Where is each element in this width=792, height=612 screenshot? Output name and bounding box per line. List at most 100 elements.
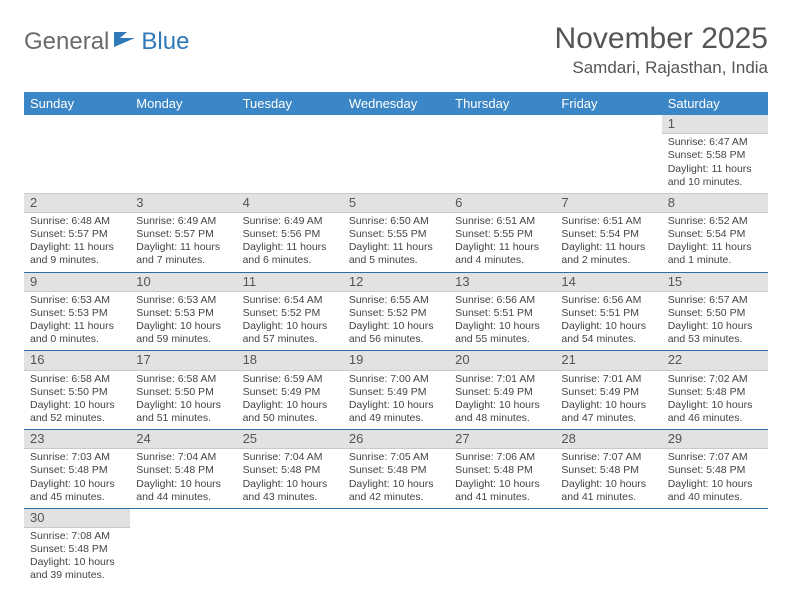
calendar-empty bbox=[449, 508, 555, 586]
calendar-day: 16Sunrise: 6:58 AMSunset: 5:50 PMDayligh… bbox=[24, 351, 130, 430]
day-body: Sunrise: 7:01 AMSunset: 5:49 PMDaylight:… bbox=[449, 371, 555, 430]
day-number: 14 bbox=[555, 273, 661, 292]
day-line-d2: and 53 minutes. bbox=[668, 333, 762, 346]
day-body: Sunrise: 7:01 AMSunset: 5:49 PMDaylight:… bbox=[555, 371, 661, 430]
calendar-day: 11Sunrise: 6:54 AMSunset: 5:52 PMDayligh… bbox=[237, 272, 343, 351]
day-body: Sunrise: 6:53 AMSunset: 5:53 PMDaylight:… bbox=[130, 292, 236, 351]
calendar-day: 7Sunrise: 6:51 AMSunset: 5:54 PMDaylight… bbox=[555, 193, 661, 272]
day-line-d1: Daylight: 11 hours bbox=[30, 320, 124, 333]
day-line-ss: Sunset: 5:48 PM bbox=[668, 386, 762, 399]
day-line-d1: Daylight: 11 hours bbox=[561, 241, 655, 254]
day-line-d2: and 0 minutes. bbox=[30, 333, 124, 346]
day-number: 16 bbox=[24, 351, 130, 370]
day-line-sr: Sunrise: 7:08 AM bbox=[30, 530, 124, 543]
day-line-ss: Sunset: 5:49 PM bbox=[561, 386, 655, 399]
day-line-sr: Sunrise: 6:56 AM bbox=[561, 294, 655, 307]
day-line-ss: Sunset: 5:48 PM bbox=[561, 464, 655, 477]
day-line-d2: and 41 minutes. bbox=[561, 491, 655, 504]
day-number: 22 bbox=[662, 351, 768, 370]
day-line-sr: Sunrise: 7:07 AM bbox=[561, 451, 655, 464]
calendar-empty bbox=[24, 115, 130, 193]
day-line-d2: and 9 minutes. bbox=[30, 254, 124, 267]
day-line-ss: Sunset: 5:48 PM bbox=[30, 543, 124, 556]
day-line-d2: and 10 minutes. bbox=[668, 176, 762, 189]
day-line-sr: Sunrise: 7:02 AM bbox=[668, 373, 762, 386]
day-line-d1: Daylight: 10 hours bbox=[455, 478, 549, 491]
day-line-ss: Sunset: 5:48 PM bbox=[30, 464, 124, 477]
day-line-ss: Sunset: 5:49 PM bbox=[455, 386, 549, 399]
day-line-d2: and 50 minutes. bbox=[243, 412, 337, 425]
day-line-d1: Daylight: 10 hours bbox=[243, 320, 337, 333]
day-number: 26 bbox=[343, 430, 449, 449]
day-body: Sunrise: 6:51 AMSunset: 5:54 PMDaylight:… bbox=[555, 213, 661, 272]
day-line-d2: and 4 minutes. bbox=[455, 254, 549, 267]
day-line-sr: Sunrise: 6:52 AM bbox=[668, 215, 762, 228]
day-number: 12 bbox=[343, 273, 449, 292]
weekday-header: Tuesday bbox=[237, 92, 343, 115]
calendar-empty bbox=[237, 508, 343, 586]
day-body: Sunrise: 7:03 AMSunset: 5:48 PMDaylight:… bbox=[24, 449, 130, 508]
day-line-d1: Daylight: 10 hours bbox=[243, 478, 337, 491]
day-line-d2: and 49 minutes. bbox=[349, 412, 443, 425]
calendar-day: 3Sunrise: 6:49 AMSunset: 5:57 PMDaylight… bbox=[130, 193, 236, 272]
day-line-sr: Sunrise: 6:49 AM bbox=[243, 215, 337, 228]
day-body: Sunrise: 7:00 AMSunset: 5:49 PMDaylight:… bbox=[343, 371, 449, 430]
day-line-sr: Sunrise: 6:59 AM bbox=[243, 373, 337, 386]
day-number: 15 bbox=[662, 273, 768, 292]
day-line-d1: Daylight: 11 hours bbox=[136, 241, 230, 254]
day-line-ss: Sunset: 5:48 PM bbox=[349, 464, 443, 477]
day-number: 29 bbox=[662, 430, 768, 449]
day-line-d2: and 7 minutes. bbox=[136, 254, 230, 267]
day-body: Sunrise: 6:50 AMSunset: 5:55 PMDaylight:… bbox=[343, 213, 449, 272]
day-line-d2: and 39 minutes. bbox=[30, 569, 124, 582]
calendar-day: 10Sunrise: 6:53 AMSunset: 5:53 PMDayligh… bbox=[130, 272, 236, 351]
day-line-d1: Daylight: 11 hours bbox=[30, 241, 124, 254]
day-body: Sunrise: 7:02 AMSunset: 5:48 PMDaylight:… bbox=[662, 371, 768, 430]
day-line-sr: Sunrise: 7:01 AM bbox=[455, 373, 549, 386]
day-line-ss: Sunset: 5:50 PM bbox=[136, 386, 230, 399]
calendar-empty bbox=[130, 115, 236, 193]
calendar-row: 30Sunrise: 7:08 AMSunset: 5:48 PMDayligh… bbox=[24, 508, 768, 586]
day-line-ss: Sunset: 5:57 PM bbox=[30, 228, 124, 241]
day-body: Sunrise: 7:08 AMSunset: 5:48 PMDaylight:… bbox=[24, 528, 130, 587]
day-line-sr: Sunrise: 6:56 AM bbox=[455, 294, 549, 307]
day-line-d2: and 44 minutes. bbox=[136, 491, 230, 504]
flag-icon bbox=[113, 31, 139, 49]
day-body: Sunrise: 7:04 AMSunset: 5:48 PMDaylight:… bbox=[130, 449, 236, 508]
day-line-sr: Sunrise: 6:48 AM bbox=[30, 215, 124, 228]
calendar-row: 16Sunrise: 6:58 AMSunset: 5:50 PMDayligh… bbox=[24, 351, 768, 430]
day-line-d1: Daylight: 10 hours bbox=[30, 556, 124, 569]
day-number: 23 bbox=[24, 430, 130, 449]
day-number: 25 bbox=[237, 430, 343, 449]
day-line-d1: Daylight: 11 hours bbox=[349, 241, 443, 254]
calendar-day: 8Sunrise: 6:52 AMSunset: 5:54 PMDaylight… bbox=[662, 193, 768, 272]
weekday-header: Thursday bbox=[449, 92, 555, 115]
day-number: 3 bbox=[130, 194, 236, 213]
day-line-d1: Daylight: 10 hours bbox=[455, 320, 549, 333]
calendar-day: 15Sunrise: 6:57 AMSunset: 5:50 PMDayligh… bbox=[662, 272, 768, 351]
day-line-ss: Sunset: 5:52 PM bbox=[243, 307, 337, 320]
day-line-sr: Sunrise: 6:53 AM bbox=[30, 294, 124, 307]
day-line-d1: Daylight: 11 hours bbox=[243, 241, 337, 254]
day-body: Sunrise: 6:47 AMSunset: 5:58 PMDaylight:… bbox=[662, 134, 768, 193]
day-line-sr: Sunrise: 6:51 AM bbox=[455, 215, 549, 228]
calendar-day: 1Sunrise: 6:47 AMSunset: 5:58 PMDaylight… bbox=[662, 115, 768, 193]
day-body: Sunrise: 7:04 AMSunset: 5:48 PMDaylight:… bbox=[237, 449, 343, 508]
day-line-d2: and 57 minutes. bbox=[243, 333, 337, 346]
day-line-d2: and 56 minutes. bbox=[349, 333, 443, 346]
day-body: Sunrise: 6:53 AMSunset: 5:53 PMDaylight:… bbox=[24, 292, 130, 351]
day-line-sr: Sunrise: 7:07 AM bbox=[668, 451, 762, 464]
calendar-day: 13Sunrise: 6:56 AMSunset: 5:51 PMDayligh… bbox=[449, 272, 555, 351]
day-body: Sunrise: 6:57 AMSunset: 5:50 PMDaylight:… bbox=[662, 292, 768, 351]
day-body: Sunrise: 7:06 AMSunset: 5:48 PMDaylight:… bbox=[449, 449, 555, 508]
calendar-empty bbox=[449, 115, 555, 193]
day-body: Sunrise: 6:58 AMSunset: 5:50 PMDaylight:… bbox=[24, 371, 130, 430]
day-line-d1: Daylight: 10 hours bbox=[349, 478, 443, 491]
day-line-sr: Sunrise: 6:58 AM bbox=[30, 373, 124, 386]
day-line-d1: Daylight: 10 hours bbox=[668, 478, 762, 491]
day-line-sr: Sunrise: 7:05 AM bbox=[349, 451, 443, 464]
day-number: 20 bbox=[449, 351, 555, 370]
calendar-empty bbox=[237, 115, 343, 193]
day-line-d1: Daylight: 11 hours bbox=[668, 163, 762, 176]
day-number: 30 bbox=[24, 509, 130, 528]
